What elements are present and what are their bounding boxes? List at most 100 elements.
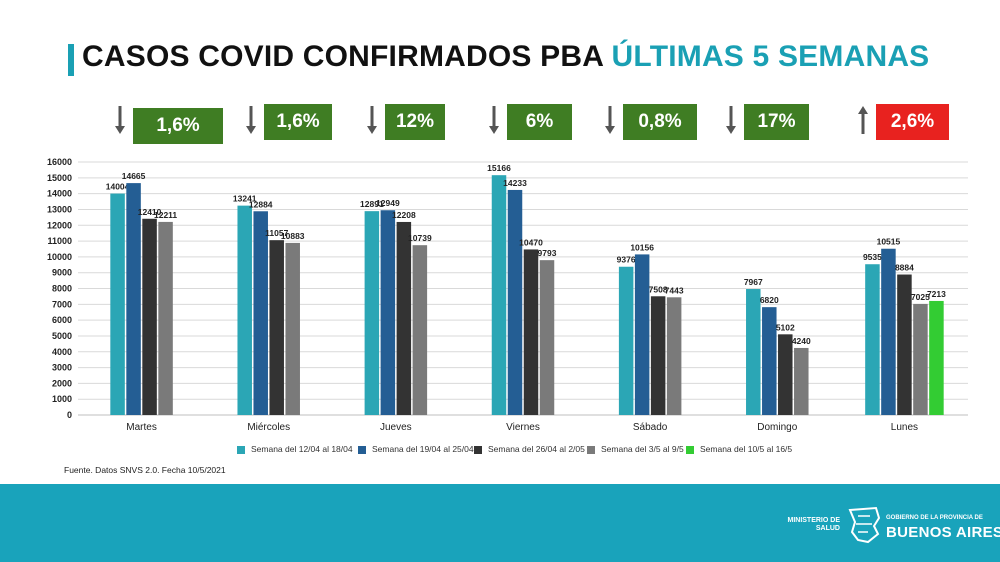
x-tick-label: Jueves [380, 422, 412, 433]
bar [618, 266, 634, 415]
y-tick-label: 13000 [47, 204, 72, 214]
y-tick-label: 12000 [47, 220, 72, 230]
data-label: 12949 [376, 198, 400, 208]
bar [142, 218, 157, 415]
y-tick-label: 6000 [52, 315, 72, 325]
province-map-icon [848, 506, 881, 544]
y-tick-label: 7000 [52, 299, 72, 309]
y-tick-label: 16000 [47, 157, 72, 167]
bar [634, 254, 650, 415]
data-label: 7967 [744, 277, 763, 287]
bar [650, 296, 666, 415]
arrow-down-icon [367, 106, 377, 134]
legend-label: Semana del 10/5 al 16/5 [700, 444, 793, 454]
data-label: 13241 [233, 194, 257, 204]
y-tick-label: 2000 [52, 378, 72, 388]
bar [746, 289, 761, 415]
data-label: 9793 [538, 248, 557, 258]
legend-label: Semana del 19/04 al 25/04 [372, 444, 474, 454]
bar [523, 249, 539, 415]
variation-badge: 1,6% [264, 104, 332, 140]
x-tick-label: Viernes [506, 422, 540, 433]
bar [491, 175, 507, 415]
data-label: 10515 [877, 237, 901, 247]
data-label: 7443 [665, 285, 684, 295]
bar [253, 211, 268, 415]
variation-badge: 2,6% [876, 104, 949, 140]
bar [762, 307, 777, 415]
bar-chart: 0 1000 2000 3000 4000 5000 6000 7000 8000 9000 100… [47, 157, 968, 433]
bar [897, 274, 912, 415]
x-tick-label: Miércoles [247, 422, 290, 433]
variation-badge: 6% [507, 104, 572, 140]
legend-item: Semana del 19/04 al 25/04 [358, 444, 474, 454]
y-tick-label: 9000 [52, 268, 72, 278]
data-label: 12208 [392, 210, 416, 220]
data-label: 7508 [649, 284, 668, 294]
data-label: 15166 [487, 163, 511, 173]
arrow-down-icon [726, 106, 736, 134]
y-tick-label: 8000 [52, 284, 72, 294]
data-label: 14665 [122, 171, 146, 181]
data-label: 10470 [519, 237, 543, 247]
y-tick-label: 15000 [47, 173, 72, 183]
legend-label: Semana del 26/04 al 2/05 [488, 444, 585, 454]
data-label: 6820 [760, 295, 779, 305]
legend-item: Semana del 12/04 al 18/04 [237, 444, 353, 454]
legend-swatch [237, 445, 245, 454]
data-label: 12884 [249, 199, 273, 209]
y-tick-label: 0 [67, 410, 72, 420]
gobierno-big-text: BUENOS AIRES [886, 524, 1000, 541]
ministerio-line1: MINISTERIO DE [787, 517, 840, 524]
legend-item: Semana del 10/5 al 16/5 [686, 444, 792, 454]
x-tick-label: Domingo [757, 422, 797, 433]
data-label: 5102 [776, 322, 795, 332]
y-tick-label: 1000 [52, 394, 72, 404]
arrow-down-icon [115, 106, 125, 134]
bar [364, 211, 380, 415]
legend-swatch [474, 445, 482, 454]
data-label: 12211 [154, 210, 177, 220]
footer-band: MINISTERIO DE SALUD GOBIERNO DE LA PROVI… [0, 484, 1000, 562]
data-label: 12891 [360, 199, 384, 209]
data-label: 10883 [281, 231, 305, 241]
variation-badge: 0,8% [623, 104, 697, 140]
data-label: 9376 [617, 255, 636, 265]
bar [380, 210, 396, 415]
title-accent-bar [68, 44, 74, 76]
bar [881, 248, 896, 415]
bar [913, 303, 928, 415]
variation-badge: 17% [744, 104, 809, 140]
bar [158, 221, 173, 415]
x-tick-label: Martes [126, 422, 157, 433]
data-label: 11057 [265, 228, 288, 238]
bar [865, 264, 880, 415]
title-highlight: ÚLTIMAS 5 SEMANAS [611, 40, 930, 73]
x-tick-label: Lunes [891, 422, 918, 433]
bar [778, 334, 793, 415]
bar [237, 205, 252, 415]
bar [539, 260, 555, 415]
source-note: Fuente. Datos SNVS 2.0. Fecha 10/5/2021 [64, 465, 226, 475]
data-label: 14004 [106, 182, 130, 192]
variation-badge: 1,6% [133, 108, 223, 144]
y-tick-label: 11000 [47, 236, 72, 246]
variation-badge: 12% [385, 104, 445, 140]
data-label: 10156 [630, 242, 654, 252]
ministerio-line2: SALUD [815, 525, 840, 532]
arrow-down-icon [605, 106, 615, 134]
y-tick-label: 4000 [52, 347, 72, 357]
bar [269, 240, 284, 415]
data-label: 14233 [503, 178, 527, 188]
bar [929, 300, 944, 415]
bar [285, 242, 300, 415]
bar [412, 245, 428, 415]
x-tick-label: Sábado [633, 422, 668, 433]
data-label: 10739 [408, 233, 432, 243]
arrow-up-icon [858, 106, 868, 134]
y-tick-label: 14000 [47, 189, 72, 199]
y-tick-label: 5000 [52, 331, 72, 341]
page-title: CASOS COVID CONFIRMADOS PBA ÚLTIMAS 5 SE… [82, 40, 929, 74]
bar [110, 193, 125, 415]
bar [507, 189, 523, 415]
